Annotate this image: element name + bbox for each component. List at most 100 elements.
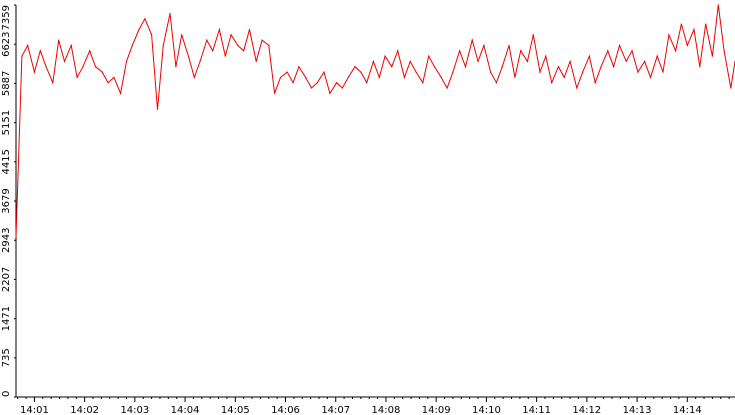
data-point	[335, 82, 338, 84]
data-point	[391, 66, 393, 68]
y-tick-label: 0	[1, 391, 12, 397]
data-point	[286, 71, 288, 73]
data-point	[58, 39, 60, 41]
x-tick-label: 14:05	[221, 405, 250, 415]
y-tick-label: 5151	[1, 110, 12, 135]
data-point	[618, 44, 621, 47]
data-point	[279, 76, 282, 78]
data-point	[310, 87, 313, 89]
data-point	[459, 50, 461, 52]
data-point	[292, 82, 294, 84]
data-point	[150, 34, 153, 36]
data-point	[464, 66, 467, 68]
data-point	[384, 55, 386, 57]
data-point	[193, 76, 195, 78]
y-tick-label: 2207	[1, 267, 12, 292]
data-point	[329, 92, 331, 94]
data-point	[248, 28, 251, 31]
data-point	[637, 71, 639, 73]
data-point	[588, 55, 590, 57]
data-point	[668, 34, 670, 36]
data-point	[551, 82, 553, 84]
data-point	[175, 66, 177, 68]
y-tick-label: 5887	[1, 71, 12, 96]
data-point	[415, 71, 417, 73]
data-point	[582, 71, 584, 73]
y-tick-label: 4415	[1, 149, 12, 174]
data-point	[495, 82, 498, 84]
x-tick-label: 14:14	[673, 405, 702, 415]
data-point	[644, 60, 646, 63]
data-point	[268, 44, 270, 47]
x-tick-label: 14:07	[321, 405, 350, 415]
data-point	[446, 87, 448, 89]
x-tick-label: 14:09	[422, 405, 451, 415]
data-point	[323, 71, 325, 73]
data-point	[107, 82, 109, 84]
data-point	[52, 82, 54, 84]
x-tick-label: 14:11	[522, 405, 551, 415]
data-point	[440, 76, 442, 78]
data-point	[508, 44, 510, 47]
series-line-0	[15, 4, 735, 238]
data-point	[347, 76, 349, 78]
data-point	[187, 55, 190, 57]
x-tick-label: 14:02	[70, 405, 99, 415]
data-point	[169, 12, 171, 15]
data-point	[674, 50, 677, 52]
data-point	[199, 60, 201, 63]
data-point	[15, 236, 17, 238]
y-tick-label: 735	[1, 348, 12, 367]
data-point	[471, 39, 473, 41]
data-point	[305, 76, 307, 78]
y-tick-label: 6623	[1, 31, 12, 56]
data-point	[144, 18, 146, 20]
data-point	[539, 71, 541, 73]
data-point	[397, 50, 399, 52]
y-tick-label: 1471	[1, 306, 12, 331]
data-point	[607, 50, 609, 52]
data-point	[138, 28, 140, 31]
data-point	[120, 92, 122, 94]
data-point	[298, 66, 300, 68]
data-point	[341, 87, 344, 89]
data-point	[162, 44, 164, 47]
data-point	[224, 55, 226, 57]
x-axis: 14:01 14:02 14:03 14:04 14:05 14:06 14:07 14:08…	[16, 396, 735, 415]
data-point	[649, 76, 652, 78]
x-tick-label: 14:06	[271, 405, 300, 415]
data-point	[403, 76, 405, 78]
y-tick-label: 2943	[1, 228, 12, 253]
data-point	[39, 50, 41, 52]
data-point	[532, 34, 534, 36]
x-tick-label: 14:13	[623, 405, 652, 415]
data-point	[625, 60, 627, 63]
data-point	[212, 50, 214, 52]
x-tick-label: 14:08	[372, 405, 401, 415]
data-point	[94, 66, 97, 68]
data-point	[723, 50, 725, 52]
data-point	[631, 50, 633, 52]
plot-area	[15, 4, 735, 238]
data-point	[576, 87, 578, 89]
data-point	[569, 60, 571, 63]
data-point	[428, 55, 430, 57]
data-point	[255, 60, 257, 63]
data-point	[360, 71, 362, 73]
x-tick-label: 14:01	[20, 405, 49, 415]
data-point	[218, 28, 220, 31]
data-point	[378, 76, 380, 78]
data-point	[354, 66, 356, 68]
data-point	[717, 4, 719, 6]
data-point	[237, 44, 239, 47]
data-point	[489, 71, 492, 73]
data-point	[594, 82, 596, 84]
data-point	[156, 108, 159, 110]
data-point	[274, 92, 276, 94]
data-point	[45, 66, 47, 68]
data-point	[662, 71, 664, 73]
x-tick-label: 14:04	[171, 405, 200, 415]
data-point	[483, 44, 485, 47]
y-tick-label: 7359	[1, 5, 12, 30]
